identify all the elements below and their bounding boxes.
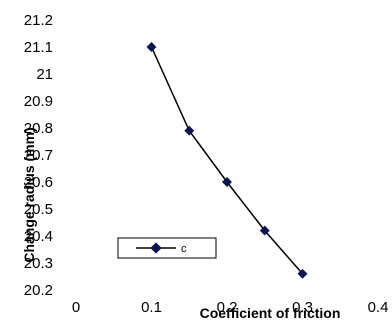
series-group bbox=[146, 42, 308, 279]
x-axis-title: Coefficient of friction bbox=[200, 305, 341, 321]
x-tick-label: 0.2 bbox=[217, 299, 238, 316]
y-axis-title: Change radius (mm) bbox=[21, 127, 37, 262]
y-tick-label: 20.8 bbox=[24, 120, 53, 137]
y-axis: 20.2 20.3 20.4 20.5 20.6 20.7 20.8 20.9 21 21.1 21… bbox=[24, 12, 53, 299]
y-tick-label: 20.4 bbox=[24, 228, 53, 245]
y-tick-label: 20.5 bbox=[24, 201, 53, 218]
y-tick-label: 20.7 bbox=[24, 147, 53, 164]
y-tick-label: 21.2 bbox=[24, 12, 53, 29]
data-point bbox=[184, 125, 195, 136]
data-point bbox=[259, 225, 270, 236]
legend-label: c bbox=[181, 243, 187, 255]
x-tick-label: 0.1 bbox=[141, 299, 162, 316]
legend: c bbox=[117, 237, 217, 259]
x-tick-label: 0.3 bbox=[292, 299, 313, 316]
data-point bbox=[297, 268, 308, 279]
x-tick-label: 0.4 bbox=[368, 299, 389, 316]
y-tick-label: 20.9 bbox=[24, 93, 53, 110]
y-tick-label: 20.2 bbox=[24, 282, 53, 299]
y-tick-label: 21 bbox=[36, 66, 53, 83]
legend-marker bbox=[150, 242, 162, 254]
y-tick-label: 21.1 bbox=[24, 39, 53, 56]
y-tick-label: 20.6 bbox=[24, 174, 53, 191]
data-point bbox=[222, 177, 232, 187]
data-point bbox=[146, 42, 157, 52]
y-tick-label: 20.3 bbox=[24, 255, 53, 272]
x-tick-label: 0 bbox=[72, 299, 80, 316]
x-axis: 0 0.1 0.2 0.3 0.4 bbox=[72, 299, 389, 316]
